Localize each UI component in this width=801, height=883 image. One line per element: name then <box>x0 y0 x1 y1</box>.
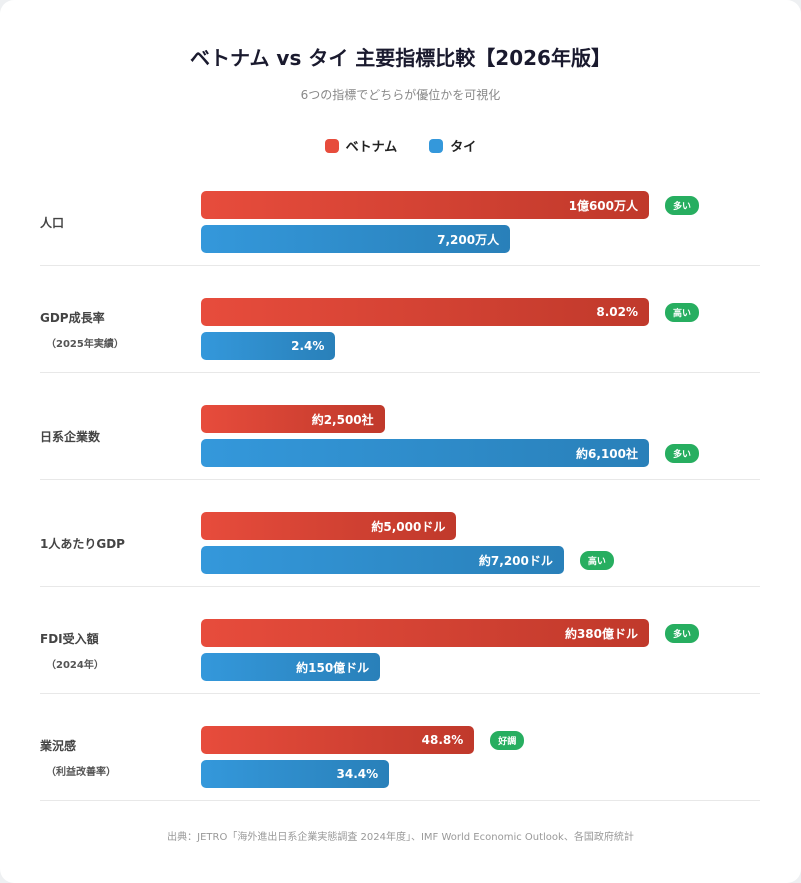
bar-value-label: 2.4% <box>291 339 325 353</box>
bar-vietnam: 8.02% <box>201 298 649 326</box>
bar-group: 約5,000ドル約7,200ドル 高い <box>201 512 760 574</box>
bar-thailand: 約150億ドル <box>201 653 381 681</box>
chart-title: ベトナム vs タイ 主要指標比較【2026年版】 <box>190 46 611 70</box>
indicator-label-wrap: 1人あたりGDP <box>40 535 201 552</box>
indicator-label: GDP成長率 <box>40 310 105 325</box>
bar-thailand: 約6,100社 <box>201 439 649 467</box>
advantage-badge: 多い <box>665 195 700 215</box>
legend-swatch-vietnam <box>324 138 339 153</box>
legend-item-thailand: タイ <box>429 136 476 155</box>
indicator-label-wrap: 日系企業数 <box>40 428 201 445</box>
bar-value-label: 約6,100社 <box>576 446 638 461</box>
advantage-badge: 高い <box>579 550 614 570</box>
indicator-label: FDI受入額 <box>40 631 99 646</box>
bar-thailand: 34.4% <box>201 760 390 788</box>
bar-line-thailand: 約150億ドル <box>201 653 760 681</box>
legend-swatch-thailand <box>429 138 444 153</box>
indicator-row: 1人あたりGDP 約5,000ドル約7,200ドル 高い <box>40 480 760 587</box>
bar-line-vietnam: 約2,500社 <box>201 405 760 433</box>
indicator-row: 人口 1億600万人 多い 7,200万人 <box>40 159 760 266</box>
indicator-label: 日系企業数 <box>40 429 101 444</box>
indicator-row: 日系企業数 約2,500社約6,100社 多い <box>40 373 760 480</box>
advantage-badge: 高い <box>665 302 700 322</box>
indicator-label-wrap: 業況感 （利益改善率） <box>40 737 201 778</box>
bar-value-label: 約7,200ドル <box>478 553 553 568</box>
bar-vietnam: 1億600万人 <box>201 191 649 219</box>
indicator-label-wrap: 人口 <box>40 214 201 231</box>
advantage-badge: 好調 <box>490 730 525 750</box>
indicator-label-wrap: GDP成長率 （2025年実績） <box>40 309 201 350</box>
bar-line-vietnam: 8.02% 高い <box>201 298 760 326</box>
bar-line-thailand: 2.4% <box>201 332 760 360</box>
bar-vietnam: 約380億ドル <box>201 619 649 647</box>
bar-line-vietnam: 1億600万人 多い <box>201 191 760 219</box>
advantage-badge: 多い <box>665 443 700 463</box>
bar-line-thailand: 7,200万人 <box>201 225 760 253</box>
bar-group: 約380億ドル 多い約150億ドル <box>201 619 760 681</box>
advantage-badge: 多い <box>665 623 700 643</box>
bar-line-thailand: 約7,200ドル 高い <box>201 546 760 574</box>
source-note: 出典：JETRO「海外進出日系企業実態調査 2024年度」、IMF World … <box>167 832 634 843</box>
bar-vietnam: 48.8% <box>201 726 475 754</box>
bar-value-label: 34.4% <box>336 767 379 781</box>
legend-item-vietnam: ベトナム <box>324 136 398 155</box>
bar-line-thailand: 約6,100社 多い <box>201 439 760 467</box>
bar-line-vietnam: 約380億ドル 多い <box>201 619 760 647</box>
bar-value-label: 約380億ドル <box>564 626 638 641</box>
bar-group: 48.8% 好調 34.4% <box>201 726 760 788</box>
bar-thailand: 7,200万人 <box>201 225 511 253</box>
bar-thailand: 2.4% <box>201 332 336 360</box>
bar-vietnam: 約2,500社 <box>201 405 385 433</box>
indicator-sublabel: （利益改善率） <box>46 766 116 778</box>
legend-label-thailand: タイ <box>450 140 477 155</box>
legend-label-vietnam: ベトナム <box>345 140 398 155</box>
indicator-label-wrap: FDI受入額 （2024年） <box>40 630 201 671</box>
bar-value-label: 48.8% <box>421 733 464 747</box>
indicator-sublabel: （2024年） <box>46 659 104 671</box>
bar-value-label: 約150億ドル <box>296 660 370 675</box>
indicator-label: 人口 <box>40 215 65 230</box>
bar-line-thailand: 34.4% <box>201 760 760 788</box>
chart-subtitle: 6つの指標でどちらが優位かを可視化 <box>300 88 501 102</box>
bar-value-label: 約2,500社 <box>311 412 374 427</box>
comparison-rows: 人口 1億600万人 多い 7,200万人 GDP成長率 （2025年実績） 8.02% 高い… <box>40 159 760 801</box>
bar-group: 8.02% 高い 2.4% <box>201 298 760 360</box>
bar-line-vietnam: 48.8% 好調 <box>201 726 760 754</box>
bar-value-label: 7,200万人 <box>437 232 500 247</box>
bar-thailand: 約7,200ドル <box>201 546 564 574</box>
indicator-row: GDP成長率 （2025年実績） 8.02% 高い 2.4% <box>40 266 760 373</box>
indicator-row: 業況感 （利益改善率） 48.8% 好調 34.4% <box>40 694 760 801</box>
bar-group: 約2,500社約6,100社 多い <box>201 405 760 467</box>
indicator-label: 1人あたりGDP <box>40 536 125 551</box>
bar-value-label: 8.02% <box>596 305 638 319</box>
bar-value-label: 1億600万人 <box>568 198 638 213</box>
legend: ベトナム タイ <box>0 136 801 155</box>
indicator-sublabel: （2025年実績） <box>46 338 124 350</box>
bar-value-label: 約5,000ドル <box>371 519 446 534</box>
bar-line-vietnam: 約5,000ドル <box>201 512 760 540</box>
bar-group: 1億600万人 多い 7,200万人 <box>201 191 760 253</box>
indicator-row: FDI受入額 （2024年） 約380億ドル 多い約150億ドル <box>40 587 760 694</box>
indicator-label: 業況感 <box>40 738 77 753</box>
bar-vietnam: 約5,000ドル <box>201 512 457 540</box>
